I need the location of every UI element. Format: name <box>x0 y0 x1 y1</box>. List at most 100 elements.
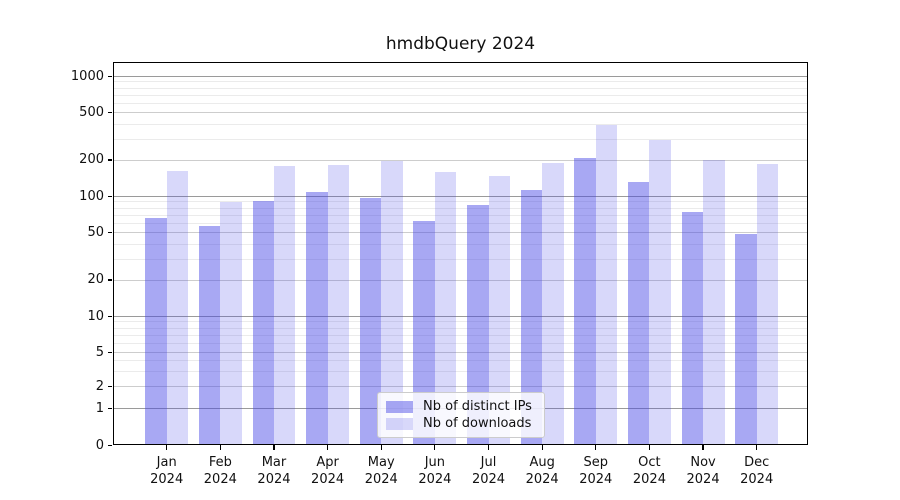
y-tick-mark <box>108 279 112 281</box>
gridline <box>113 214 808 216</box>
y-tick-mark <box>108 75 112 77</box>
gridline <box>113 81 808 83</box>
gridline <box>113 327 808 329</box>
legend-entry-distinct-ips: Nb of distinct IPs <box>386 398 536 415</box>
x-tick-label: Apr 2024 <box>311 455 345 487</box>
y-tick-mark <box>108 444 112 446</box>
gridline <box>113 386 808 387</box>
x-tick-mark <box>595 445 597 450</box>
y-tick-label: 5 <box>95 344 104 360</box>
gridline <box>113 207 808 209</box>
x-tick-label: Jan 2024 <box>150 455 184 487</box>
y-tick-mark <box>108 351 112 353</box>
legend: Nb of distinct IPs Nb of downloads <box>377 392 545 438</box>
bar-downloads-jul <box>488 175 510 445</box>
gridline <box>113 112 808 114</box>
x-tick-mark <box>380 445 382 450</box>
y-tick-label: 1 <box>95 400 104 416</box>
x-tick-mark <box>487 445 490 450</box>
gridline <box>113 316 808 317</box>
bar-downloads-mar <box>273 165 296 445</box>
gridline <box>113 102 808 104</box>
bar-downloads-apr <box>327 164 350 445</box>
gridline <box>113 370 808 372</box>
x-tick-label: Jun 2024 <box>418 455 452 487</box>
y-tick-label: 2 <box>95 378 104 394</box>
legend-entry-downloads: Nb of downloads <box>386 415 536 432</box>
gridline <box>113 76 808 77</box>
y-tick-mark <box>108 195 112 197</box>
bar-downloads-aug <box>542 162 564 445</box>
x-tick-mark <box>166 445 168 450</box>
legend-swatch-distinct-ips <box>386 400 413 413</box>
x-tick-mark <box>327 445 329 450</box>
bar-distinct-ips-aug <box>520 190 543 445</box>
y-tick-label: 10 <box>87 308 104 324</box>
bar-downloads-may <box>381 161 403 445</box>
bar-downloads-feb <box>220 202 242 445</box>
gridline <box>113 360 808 362</box>
y-tick-mark <box>108 315 112 317</box>
bar-distinct-ips-nov <box>681 212 704 445</box>
gridline <box>113 342 808 344</box>
gridline <box>113 279 808 281</box>
x-tick-mark <box>648 445 650 450</box>
x-tick-label: Oct 2024 <box>632 455 666 487</box>
gridline <box>113 334 808 336</box>
y-tick-mark <box>108 385 112 387</box>
gridline <box>113 232 808 234</box>
y-tick-mark <box>108 159 112 161</box>
bar-distinct-ips-sep <box>574 157 596 445</box>
x-tick-label: May 2024 <box>364 455 398 487</box>
gridline <box>113 243 808 245</box>
bar-downloads-sep <box>595 125 618 445</box>
y-tick-mark <box>108 231 112 233</box>
gridline <box>113 196 808 197</box>
x-tick-label: Dec 2024 <box>740 455 774 487</box>
bar-downloads-nov <box>703 160 725 445</box>
chart-title: hmdbQuery 2024 <box>385 34 536 54</box>
x-tick-mark <box>702 445 704 450</box>
y-tick-mark <box>108 111 112 113</box>
bar-distinct-ips-jul <box>467 205 489 445</box>
x-tick-mark <box>219 445 221 450</box>
gridline <box>113 94 808 96</box>
legend-label-downloads: Nb of downloads <box>423 416 532 431</box>
gridline <box>113 87 808 89</box>
bar-distinct-ips-may <box>359 197 382 445</box>
x-tick-mark <box>541 445 543 450</box>
bar-downloads-dec <box>756 164 779 445</box>
y-tick-label: 20 <box>87 272 104 288</box>
bar-distinct-ips-feb <box>198 226 221 445</box>
x-tick-label: Aug 2024 <box>525 455 559 487</box>
gridline <box>113 222 808 224</box>
y-tick-label: 50 <box>87 224 104 240</box>
y-tick-label: 0 <box>95 437 104 453</box>
bar-downloads-jan <box>166 170 189 445</box>
bar-distinct-ips-jan <box>145 218 167 445</box>
y-tick-label: 1000 <box>70 68 104 84</box>
x-tick-mark <box>434 445 436 450</box>
x-tick-label: Feb 2024 <box>203 455 237 487</box>
plot-border <box>113 62 808 445</box>
x-tick-mark <box>273 445 275 450</box>
bar-distinct-ips-jun <box>413 220 435 445</box>
y-tick-label: 200 <box>79 152 104 168</box>
gridline <box>113 258 808 260</box>
gridline <box>113 159 808 161</box>
gridline <box>113 138 808 140</box>
bar-distinct-ips-dec <box>735 234 757 445</box>
x-tick-label: Jul 2024 <box>471 455 506 487</box>
legend-swatch-downloads <box>386 417 413 430</box>
y-tick-label: 100 <box>79 188 104 204</box>
bar-downloads-jun <box>434 172 457 445</box>
bar-distinct-ips-apr <box>306 192 328 445</box>
gridline <box>113 352 808 353</box>
bar-downloads-oct <box>649 139 671 445</box>
gridline <box>113 201 808 203</box>
x-tick-mark <box>756 445 758 450</box>
bar-distinct-ips-mar <box>252 201 274 445</box>
gridline <box>113 321 808 323</box>
x-tick-label: Sep 2024 <box>579 455 613 487</box>
